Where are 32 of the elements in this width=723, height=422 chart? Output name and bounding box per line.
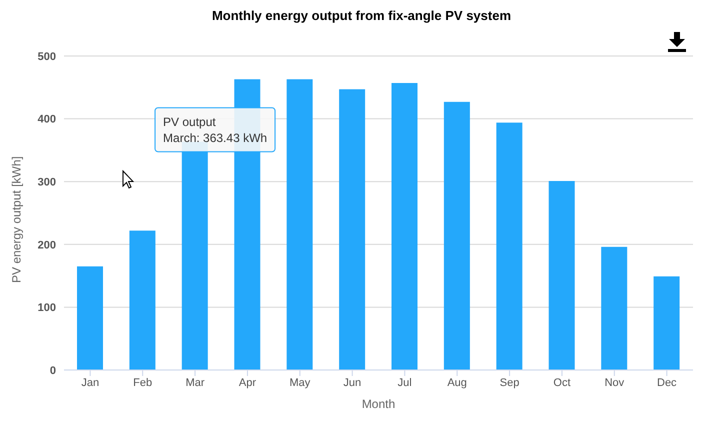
bar: [496, 122, 522, 370]
x-tick-label: May: [289, 376, 311, 389]
y-tick-label: 400: [38, 114, 56, 126]
x-tick-label: Jun: [343, 376, 362, 389]
y-tick-label: 300: [38, 176, 56, 189]
x-tick-label: Jan: [81, 376, 100, 389]
bar: [392, 83, 418, 370]
bar: [654, 276, 680, 370]
chart-title: Monthly energy output from fix-angle PV system: [210, 8, 512, 23]
x-tick-label: Mar: [186, 376, 205, 389]
bar: [129, 230, 156, 370]
y-tick-label: 200: [38, 239, 56, 252]
annotation: PV output March: 363.43 kWh: [163, 114, 268, 145]
x-tick-label: Dec: [657, 376, 678, 389]
x-tick-label: Oct: [553, 376, 571, 389]
bar: [601, 246, 628, 370]
x-tick-label: Aug: [447, 376, 467, 389]
bar: [286, 79, 313, 370]
bar: [77, 266, 103, 370]
y-tick-label: 500: [38, 50, 56, 63]
y-axis-title: PV energy output [kWh]: [9, 156, 24, 283]
x-tick-label: Feb: [133, 376, 152, 389]
x-tick-label: Nov: [604, 376, 625, 389]
bar: [444, 102, 470, 370]
y-tick-label: 0: [50, 364, 56, 377]
x-tick-label: Jul: [398, 376, 412, 389]
y-tick-label: 100: [38, 302, 56, 314]
x-tick-label: Apr: [238, 376, 256, 389]
bar: [339, 89, 366, 370]
x-tick-label: Sep: [500, 376, 520, 389]
x-axis-title: Month: [362, 397, 396, 411]
bar: [548, 180, 575, 370]
